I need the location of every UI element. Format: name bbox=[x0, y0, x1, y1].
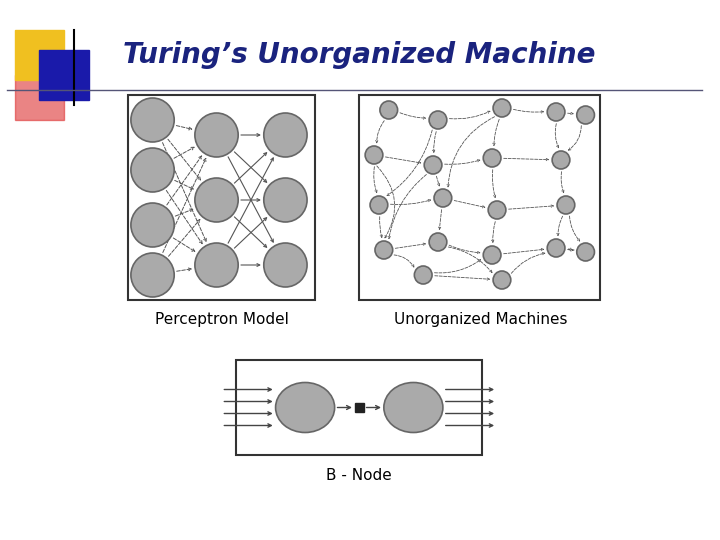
Circle shape bbox=[557, 196, 575, 214]
Bar bbox=[40, 50, 89, 100]
Circle shape bbox=[414, 266, 432, 284]
Circle shape bbox=[424, 156, 442, 174]
Circle shape bbox=[483, 246, 501, 264]
Bar bbox=[128, 95, 315, 300]
Circle shape bbox=[547, 103, 565, 121]
Circle shape bbox=[365, 146, 383, 164]
Circle shape bbox=[375, 241, 392, 259]
Circle shape bbox=[483, 149, 501, 167]
Ellipse shape bbox=[276, 382, 335, 433]
Circle shape bbox=[547, 239, 565, 257]
Circle shape bbox=[264, 243, 307, 287]
Text: B - Node: B - Node bbox=[326, 468, 392, 483]
Text: Turing’s Unorganized Machine: Turing’s Unorganized Machine bbox=[123, 41, 595, 69]
Circle shape bbox=[429, 233, 447, 251]
Circle shape bbox=[131, 253, 174, 297]
Circle shape bbox=[488, 201, 506, 219]
Bar bbox=[236, 360, 482, 455]
Circle shape bbox=[264, 113, 307, 157]
Text: Unorganized Machines: Unorganized Machines bbox=[394, 312, 567, 327]
Circle shape bbox=[552, 151, 570, 169]
Circle shape bbox=[577, 243, 595, 261]
Bar bbox=[355, 403, 364, 412]
Circle shape bbox=[195, 178, 238, 222]
Bar bbox=[15, 75, 64, 120]
Circle shape bbox=[370, 196, 388, 214]
Bar bbox=[359, 95, 600, 300]
Text: Perceptron Model: Perceptron Model bbox=[155, 312, 289, 327]
Circle shape bbox=[577, 106, 595, 124]
Circle shape bbox=[380, 101, 397, 119]
Circle shape bbox=[195, 113, 238, 157]
Bar bbox=[15, 30, 64, 80]
Circle shape bbox=[131, 98, 174, 142]
Circle shape bbox=[131, 148, 174, 192]
Ellipse shape bbox=[384, 382, 443, 433]
Circle shape bbox=[195, 243, 238, 287]
Circle shape bbox=[493, 271, 510, 289]
Circle shape bbox=[493, 99, 510, 117]
Circle shape bbox=[131, 203, 174, 247]
Circle shape bbox=[434, 189, 451, 207]
Circle shape bbox=[264, 178, 307, 222]
Circle shape bbox=[429, 111, 447, 129]
